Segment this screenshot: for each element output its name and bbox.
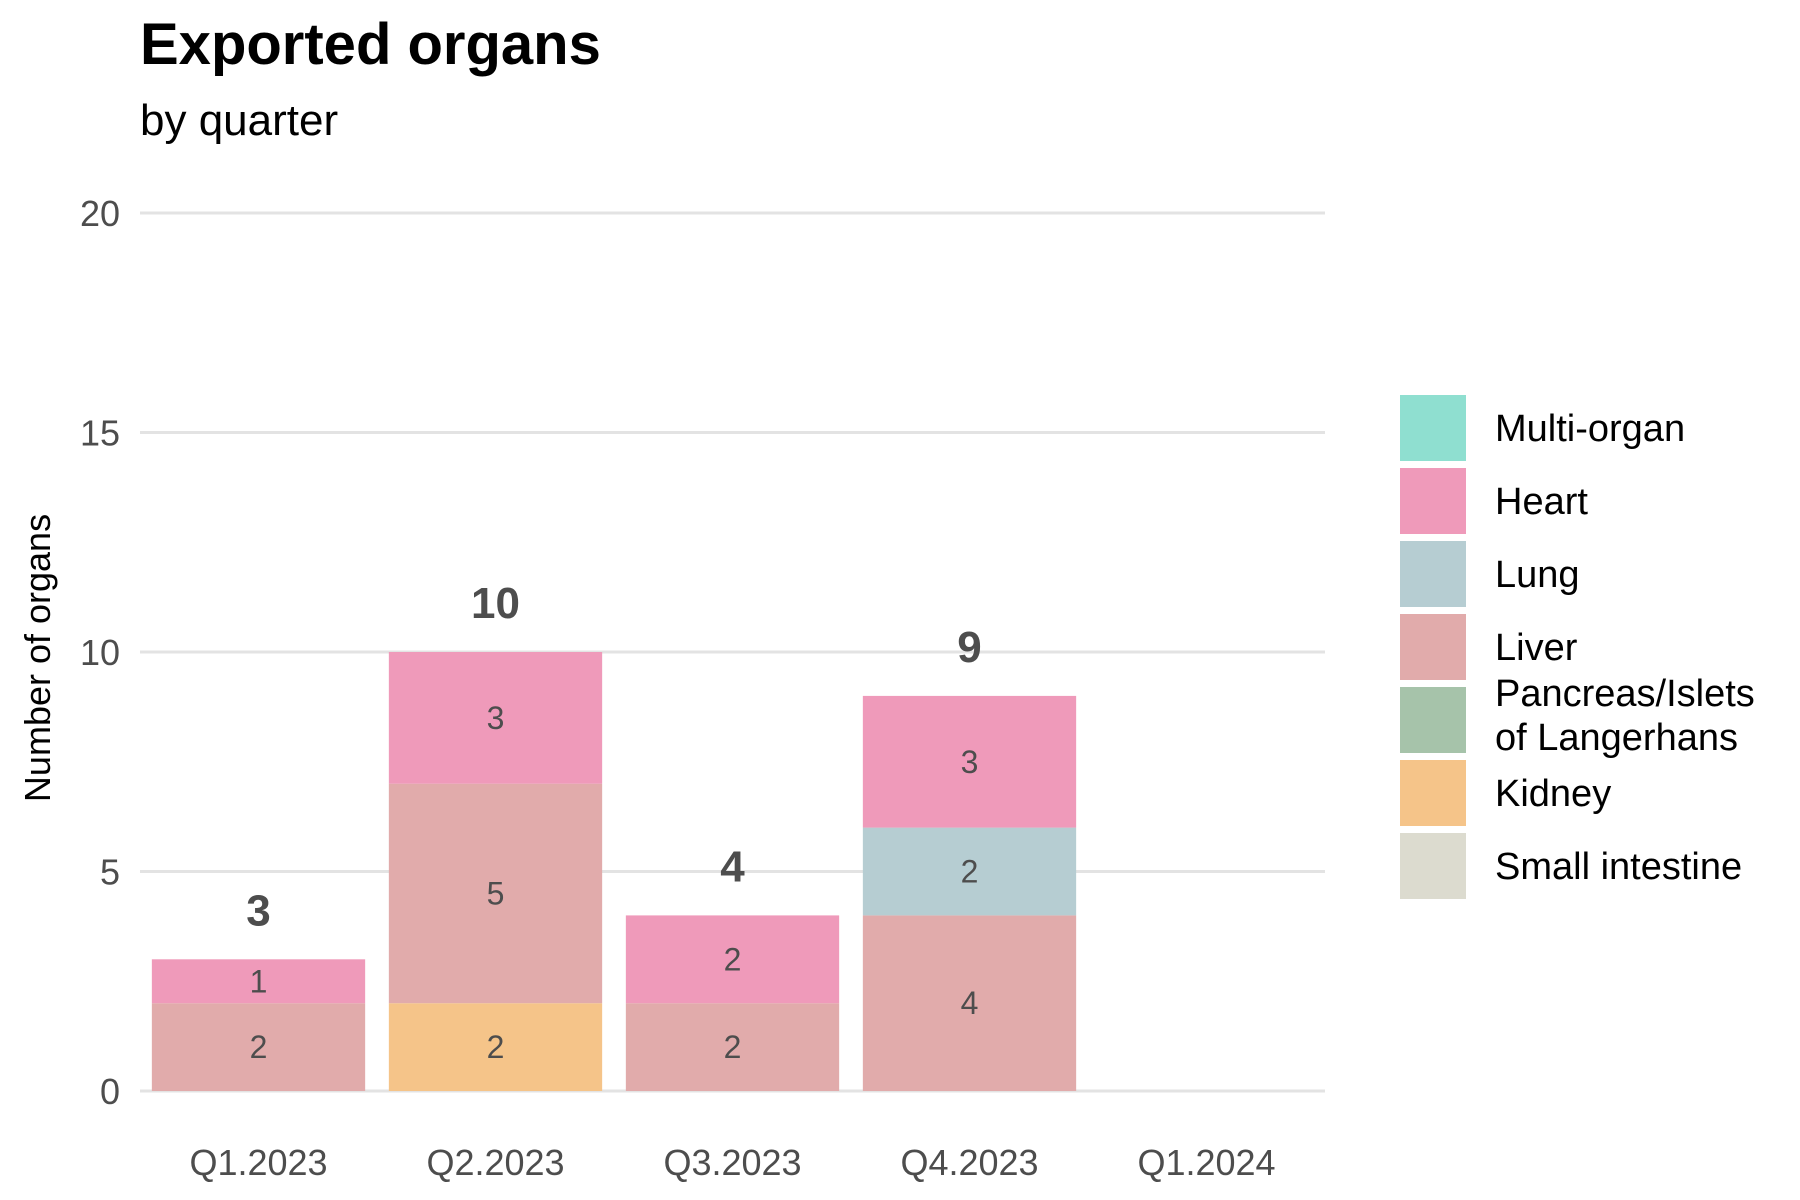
bar-segment-label: 4: [961, 985, 979, 1021]
bar-segment-label: 2: [724, 1029, 742, 1065]
legend-label: Small intestine: [1495, 846, 1742, 888]
legend-swatch: [1400, 541, 1466, 607]
legend-label: Pancreas/Islets of Langerhans: [1495, 673, 1755, 759]
bar-segment-label: 2: [250, 1029, 268, 1065]
x-tick-label: Q2.2023: [426, 1142, 564, 1183]
legend-swatch: [1400, 468, 1466, 534]
bar-segment: [151, 1003, 366, 1091]
bar-segment: [388, 652, 603, 784]
bar-segment: [862, 827, 1077, 916]
chart-title: Exported organs: [140, 12, 601, 77]
bar-segment: [388, 1003, 603, 1091]
legend-swatch: [1400, 833, 1466, 899]
legend-label: Liver: [1495, 627, 1578, 669]
legend-label: Lung: [1495, 554, 1580, 596]
bar-segment: [625, 915, 840, 1004]
bar-segment-label: 2: [724, 941, 742, 977]
legend-swatch: [1400, 687, 1466, 753]
bar-total-label: 3: [246, 886, 270, 935]
legend-swatch: [1400, 614, 1466, 680]
bar-segment: [625, 1003, 840, 1091]
y-tick-label: 10: [80, 632, 120, 673]
x-axis-ticks: Q1.2023 Q2.2023 Q3.2023 Q4.2023 Q1.2024: [189, 1142, 1275, 1183]
bar-total-label: 4: [720, 842, 745, 891]
y-tick-label: 15: [80, 413, 120, 454]
legend-swatch: [1400, 395, 1466, 461]
y-tick-label: 0: [100, 1071, 120, 1112]
bars: 2 1 3 2 5 3 10 2 2 4 4 2 3 9: [151, 579, 1077, 1091]
y-axis-ticks: 0 5 10 15 20: [80, 193, 120, 1112]
gridlines: [140, 211, 1325, 1093]
bar-segment: [862, 695, 1077, 828]
bar-segment: [862, 915, 1077, 1091]
x-tick-label: Q3.2023: [663, 1142, 801, 1183]
x-tick-label: Q4.2023: [900, 1142, 1038, 1183]
bar-segment-label: 5: [487, 875, 505, 911]
bar-segment-label: 3: [487, 700, 505, 736]
legend-label: Heart: [1495, 481, 1588, 523]
legend: Multi-organ Heart Lung LiverPancreas/Islets…: [1400, 395, 1755, 899]
legend-swatch: [1400, 760, 1466, 826]
bar-segment: [388, 783, 603, 1004]
bar-segment-label: 2: [961, 854, 979, 890]
bar-segment: [151, 959, 366, 1004]
x-tick-label: Q1.2023: [189, 1142, 327, 1183]
bar-total-label: 10: [471, 579, 520, 628]
y-axis-label: Number of organs: [17, 514, 58, 802]
bar-segment-label: 3: [961, 744, 979, 780]
bar-segment-label: 1: [250, 963, 268, 999]
y-tick-label: 20: [80, 193, 120, 234]
chart-subtitle: by quarter: [140, 96, 338, 145]
y-tick-label: 5: [100, 852, 120, 893]
legend-label: Multi-organ: [1495, 408, 1685, 450]
x-tick-label: Q1.2024: [1137, 1142, 1275, 1183]
bar-total-label: 9: [957, 623, 981, 672]
bar-segment-label: 2: [487, 1029, 505, 1065]
legend-label: Kidney: [1495, 773, 1611, 815]
